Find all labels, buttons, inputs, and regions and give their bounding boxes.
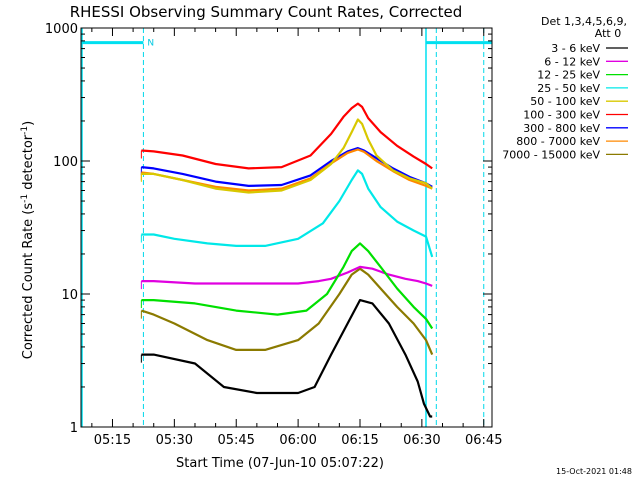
legend-label-4: 50 - 100 keV xyxy=(530,95,600,108)
series-line-2 xyxy=(141,242,434,330)
legend-label-5: 100 - 300 keV xyxy=(523,109,600,122)
y-axis-ticks: 1 10 100 1000 xyxy=(45,22,492,436)
x-tick-label-1: 05:30 xyxy=(156,433,193,448)
legend-label-0: 3 - 6 keV xyxy=(551,42,600,55)
y-tick-label-1: 10 xyxy=(61,288,78,303)
y-axis-label: Corrected Count Rate (s-1 detector-1) xyxy=(20,121,36,359)
plot-frame xyxy=(80,27,493,428)
legend-header-line2: Att 0 xyxy=(595,27,621,40)
night-periods: N xyxy=(81,28,492,427)
x-tick-label-3: 06:00 xyxy=(279,433,316,448)
x-axis-label: Start Time (07-Jun-10 05:07:22) xyxy=(176,456,384,471)
series-line-5 xyxy=(141,102,433,170)
night-marker-label: N xyxy=(147,39,154,49)
y-tick-label-3: 1000 xyxy=(45,22,78,37)
y-tick-label-0: 1 xyxy=(70,421,78,436)
x-tick-label-6: 06:45 xyxy=(465,433,502,448)
x-tick-label-0: 05:15 xyxy=(94,433,131,448)
legend-label-1: 6 - 12 keV xyxy=(544,55,600,68)
series-lines xyxy=(140,102,434,418)
legend-header-line1: Det 1,3,4,5,6,9, xyxy=(541,15,627,28)
series-line-4 xyxy=(141,118,433,194)
legend-label-2: 12 - 25 keV xyxy=(537,69,600,82)
series-line-3 xyxy=(141,169,434,258)
legend-label-3: 25 - 50 keV xyxy=(537,82,600,95)
x-axis-ticks: 05:15 05:30 05:45 06:00 06:15 06:30 06:45 xyxy=(91,28,502,448)
timestamp: 15-Oct-2021 01:48 xyxy=(556,467,632,476)
series-line-0 xyxy=(141,299,433,418)
series-line-6 xyxy=(141,147,433,188)
x-tick-label-4: 06:15 xyxy=(341,433,378,448)
y-tick-label-2: 100 xyxy=(53,155,78,170)
legend-label-6: 300 - 800 keV xyxy=(523,122,600,135)
x-tick-label-5: 06:30 xyxy=(403,433,440,448)
legend-label-8: 7000 - 15000 keV xyxy=(502,148,600,161)
legend-label-7: 800 - 7000 keV xyxy=(516,135,600,148)
series-line-8 xyxy=(141,267,434,356)
chart-title: RHESSI Observing Summary Count Rates, Co… xyxy=(70,3,463,21)
x-tick-label-2: 05:45 xyxy=(217,433,254,448)
